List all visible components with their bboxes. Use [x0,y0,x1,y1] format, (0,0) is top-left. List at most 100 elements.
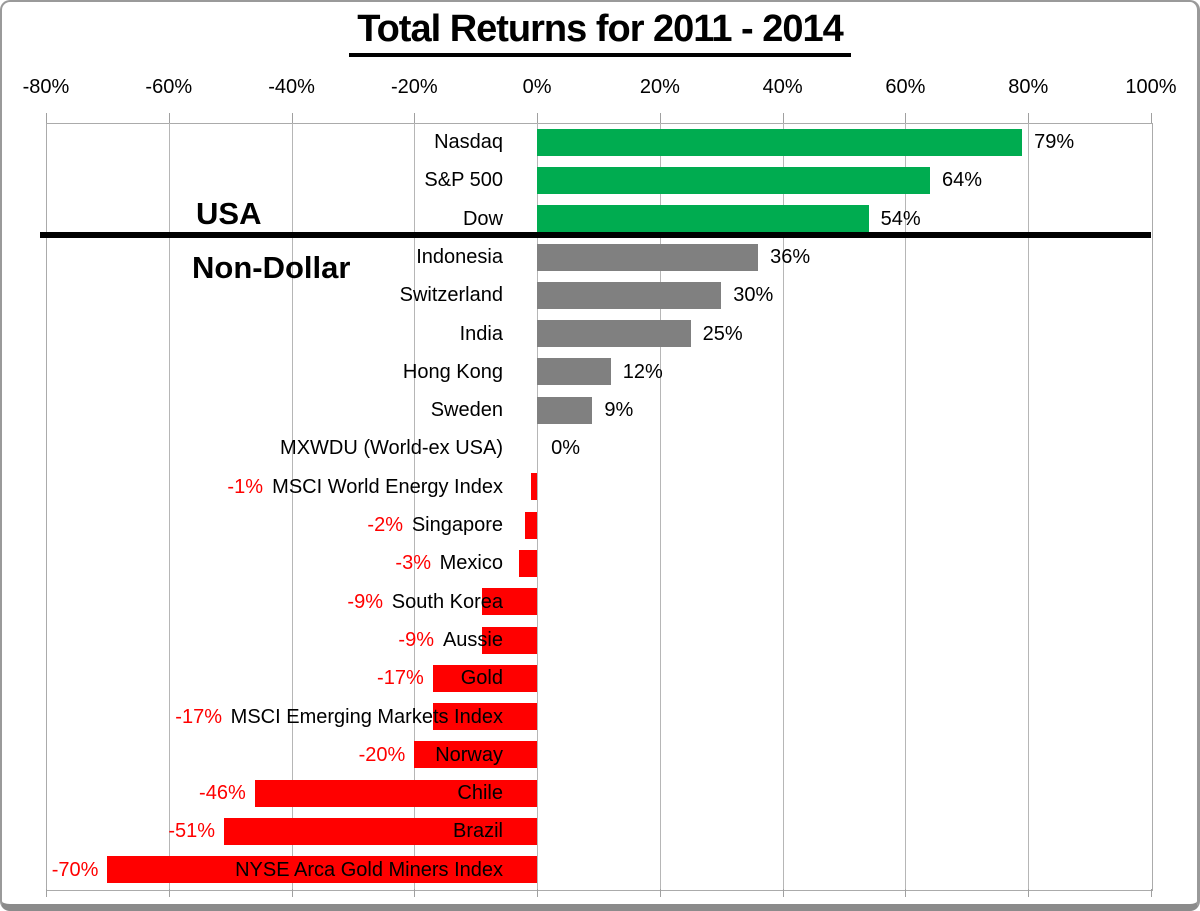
axis-tick-mark-top [168,113,170,123]
category-label-switzerland: Switzerland [399,284,503,307]
category-label-nasdaq: Nasdaq [434,131,503,153]
category-label-dow: Dow [462,207,503,230]
category-label-india: India [459,322,503,345]
gridline [1028,123,1030,889]
value-label-msci-world-energy-index: -1% [227,475,263,498]
bar-hong-kong [537,358,611,386]
bar-switzerland [537,281,722,309]
group-label-non-dollar: Non-Dollar [192,250,351,285]
category-label-aussie: Aussie [442,628,503,651]
category-label-mxwdu-world-ex-usa: MXWDU (World-ex USA) [280,437,503,460]
axis-tick-mark-bottom [782,889,784,897]
axis-tick-mark-bottom [168,889,170,897]
category-label-south-korea: South Korea [391,590,503,613]
bar-msci-emerging-markets-index [432,703,538,731]
value-label-gold: -17% [377,667,424,690]
bar-indonesia [537,243,759,271]
group-label-usa: USA [196,196,262,231]
axis-tick-mark-bottom [291,889,293,897]
axis-tick-label: -60% [145,76,193,98]
axis-tick-mark-bottom [1151,889,1152,897]
axis-tick-mark-bottom [537,889,539,897]
value-label-switzerland: 30% [733,284,774,307]
category-label-indonesia: Indonesia [416,245,503,268]
value-label-south-korea: -9% [347,590,383,613]
category-label-hong-kong: Hong Kong [402,360,503,383]
value-label-singapore: -2% [367,514,403,536]
gridline [414,123,416,889]
gridline [537,123,539,889]
value-label-mxwdu-world-ex-usa: 0% [551,437,581,460]
axis-tick-mark-top [537,113,539,123]
category-label-chile: Chile [457,782,503,805]
axis-tick-mark-top [1028,113,1030,123]
plot-area-border [46,123,1153,891]
value-label-chile: -46% [199,782,246,805]
usa-non-dollar-separator-line [40,231,1151,238]
gridline [291,123,293,889]
bar-chile [254,779,538,807]
gridline [659,123,661,889]
axis-tick-mark-top [905,113,907,123]
chart-title-text: Total Returns for 2011 - 2014 [349,8,851,57]
axis-tick-label: 80% [1008,76,1049,98]
value-label-nyse-arca-gold-miners-index: -70% [51,858,99,881]
value-label-india: 25% [702,322,743,345]
axis-tick-mark-top [659,113,661,123]
axis-tick-mark-top [1151,113,1152,123]
bar-gold [432,664,538,692]
bar-singapore [524,511,538,539]
bar-south-korea [481,588,538,616]
value-label-brazil: -51% [168,820,216,843]
axis-tick-label: 40% [762,76,803,98]
axis-tick-mark-top [46,113,47,123]
category-label-msci-emerging-markets-index: MSCI Emerging Markets Index [230,705,503,728]
bar-aussie [481,626,538,654]
axis-tick-mark-bottom [46,889,47,897]
category-label-nyse-arca-gold-miners-index: NYSE Arca Gold Miners Index [235,858,503,881]
bar-nasdaq [537,128,1023,156]
gridline [905,123,907,889]
value-label-s-p-500: 64% [942,169,983,192]
axis-tick-label: 100% [1125,76,1177,98]
axis-tick-label: -40% [268,76,315,98]
value-label-sweden: 9% [604,399,634,422]
bar-norway [414,741,538,769]
bar-sweden [537,396,593,424]
axis-tick-mark-top [782,113,784,123]
category-label-norway: Norway [435,743,503,766]
gridline [782,123,784,889]
category-label-sweden: Sweden [430,399,503,422]
bar-msci-world-energy-index [530,473,538,501]
axis-tick-mark-top [291,113,293,123]
value-label-norway: -20% [358,743,406,766]
axis-tick-label: -20% [390,76,438,98]
category-label-singapore: Singapore [411,514,503,536]
value-label-indonesia: 36% [770,245,811,268]
axis-tick-mark-bottom [1028,889,1030,897]
value-label-hong-kong: 12% [622,360,663,383]
value-label-aussie: -9% [398,628,434,651]
axis-tick-mark-bottom [905,889,907,897]
category-label-mexico: Mexico [439,552,503,575]
value-label-msci-emerging-markets-index: -17% [175,705,222,728]
bar-s-p-500 [537,166,930,194]
bar-dow [537,205,869,233]
value-label-dow: 54% [880,207,921,230]
value-label-mexico: -3% [395,552,431,575]
category-label-msci-world-energy-index: MSCI World Energy Index [272,475,503,498]
chart-title: Total Returns for 2011 - 2014 [0,8,1200,57]
axis-tick-label: 0% [522,76,552,98]
axis-tick-label: 60% [885,76,926,98]
axis-tick-mark-bottom [659,889,661,897]
bar-nyse-arca-gold-miners-index [107,856,538,884]
category-label-brazil: Brazil [452,820,503,843]
axis-tick-label: 20% [639,76,680,98]
value-label-nasdaq: 79% [1034,131,1075,153]
category-label-gold: Gold [460,667,503,690]
bar-india [537,320,691,348]
bar-mexico [518,549,538,577]
axis-tick-mark-bottom [414,889,416,897]
axis-tick-mark-top [414,113,416,123]
